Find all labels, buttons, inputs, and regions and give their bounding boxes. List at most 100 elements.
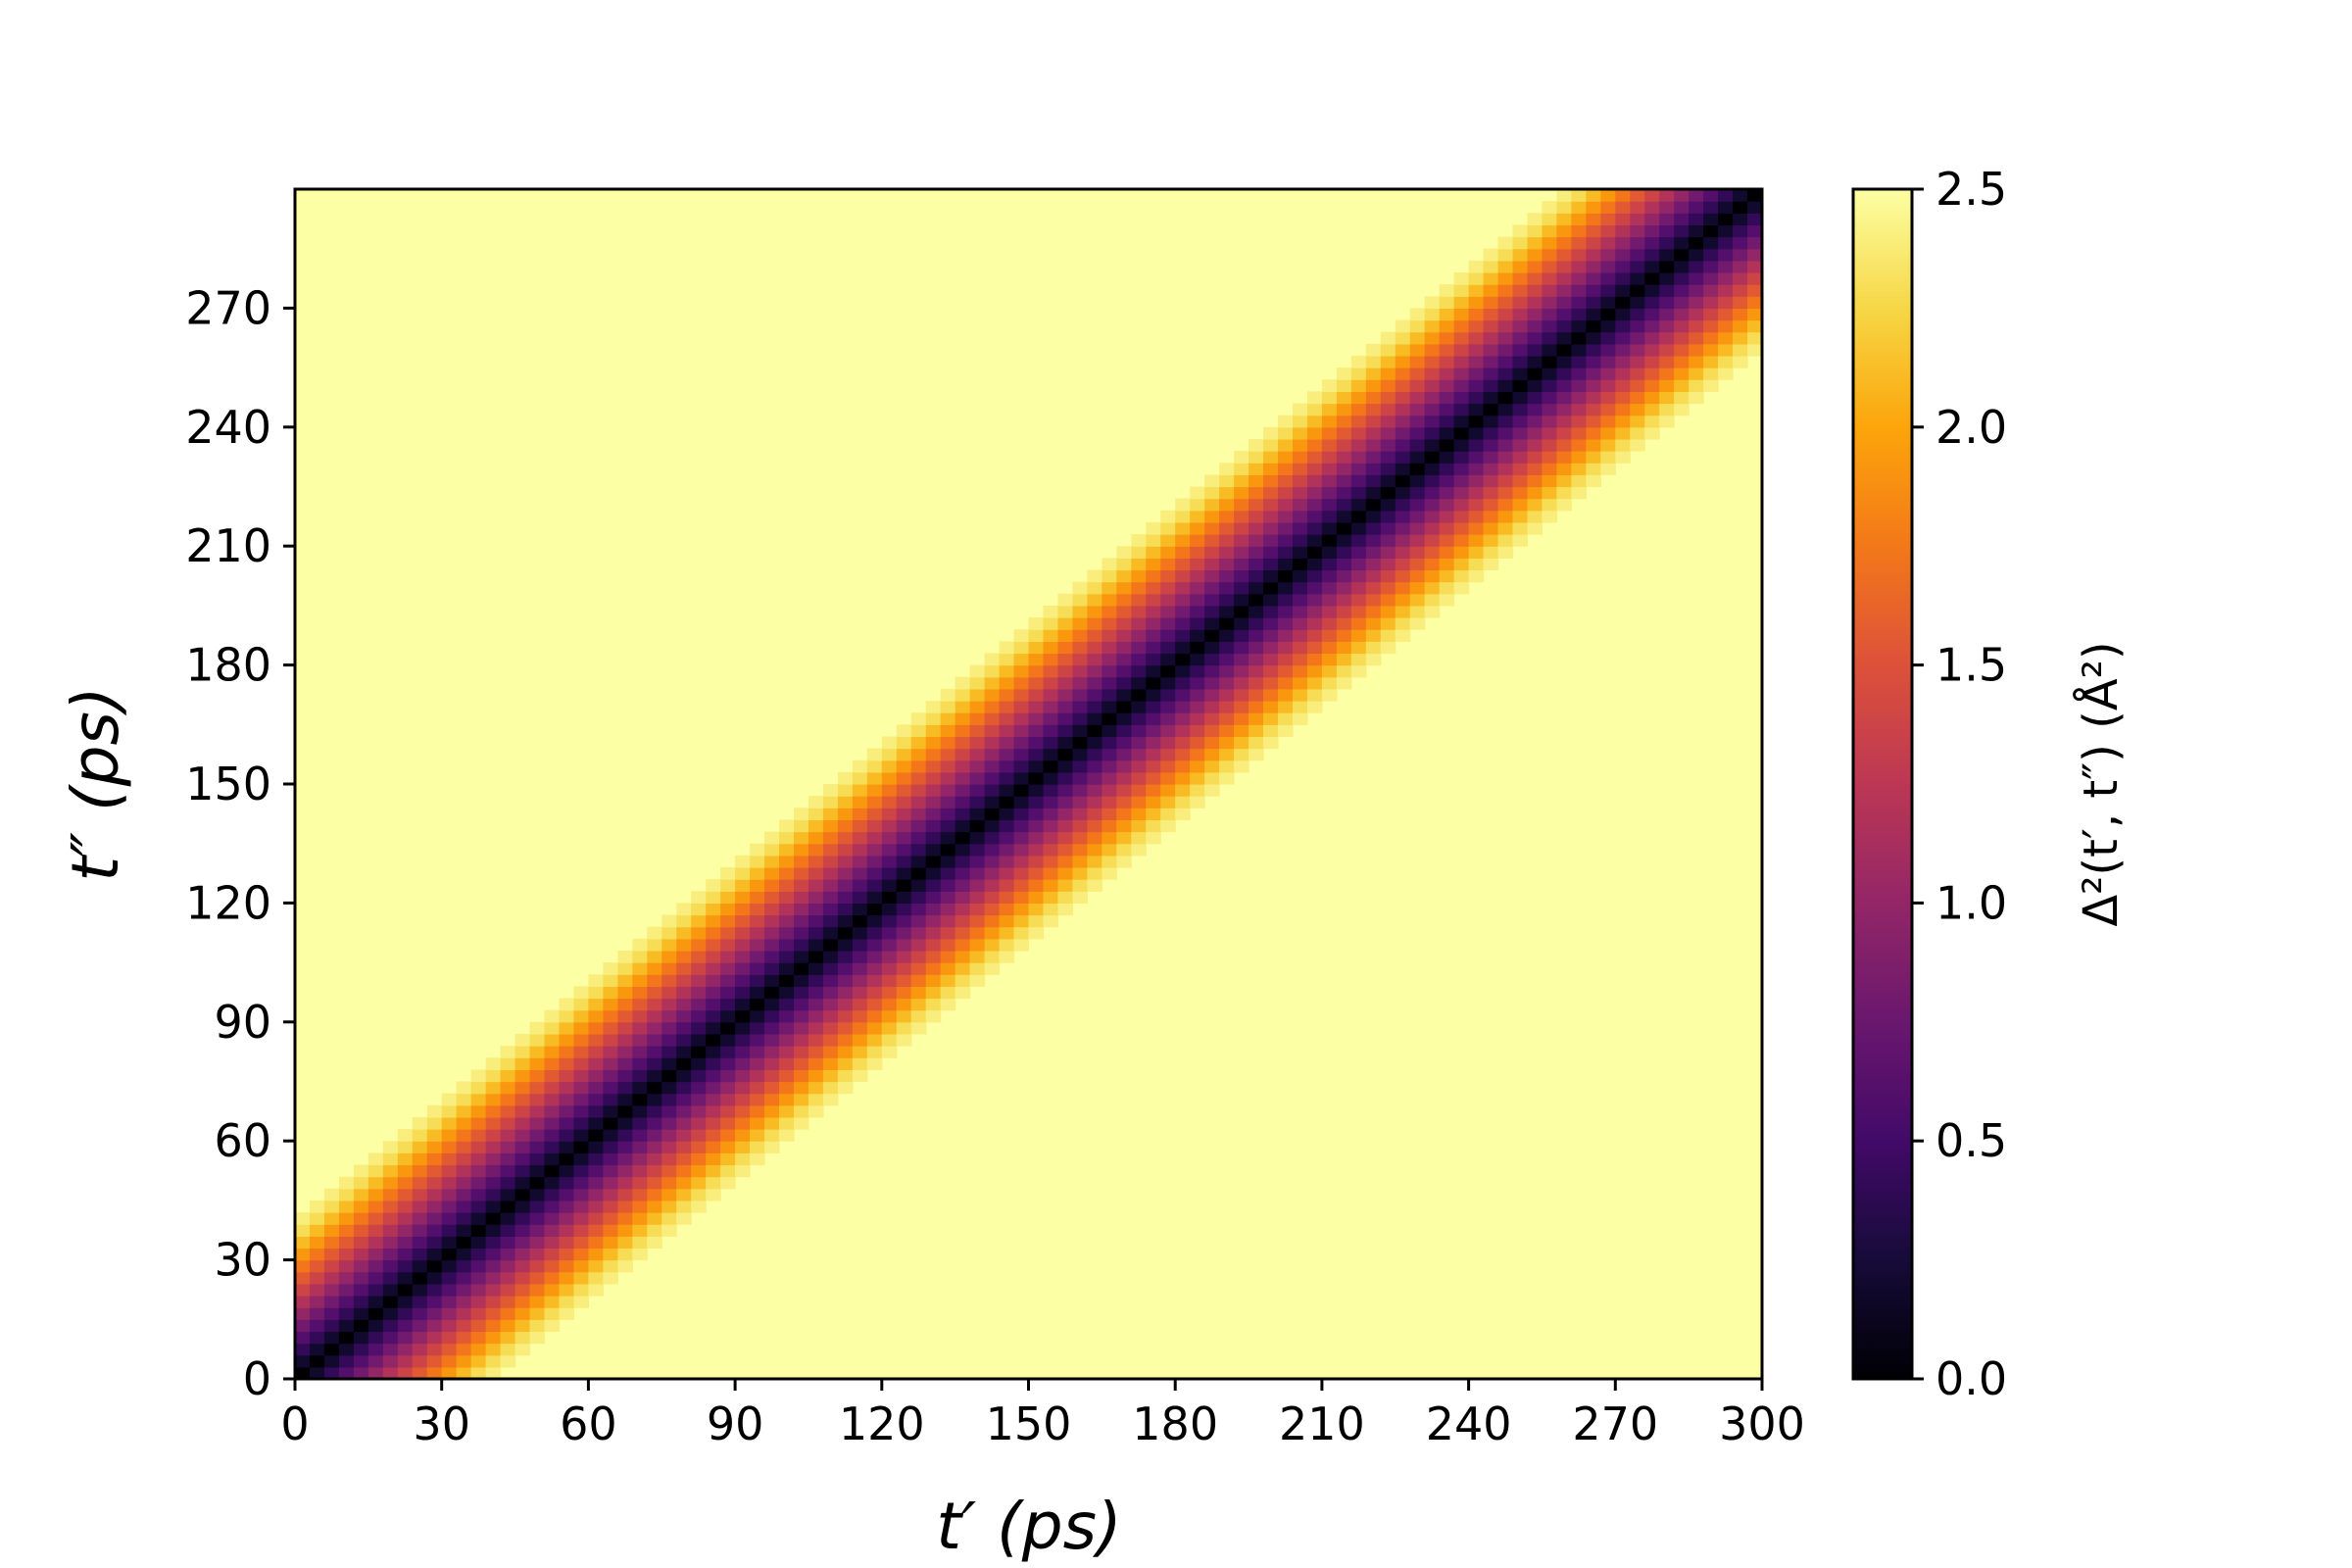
heatmap-cell <box>1630 260 1645 273</box>
heatmap-cell <box>1512 463 1529 475</box>
heatmap-cell <box>969 771 986 785</box>
heatmap-cell <box>940 891 956 904</box>
heatmap-cell <box>1234 664 1250 678</box>
heatmap-cell <box>1190 688 1205 702</box>
heatmap-cell <box>1219 641 1235 655</box>
heatmap-cell <box>1600 213 1616 226</box>
heatmap-cell <box>1263 451 1279 464</box>
heatmap-cell <box>1131 688 1147 702</box>
heatmap-cell <box>764 950 780 963</box>
heatmap-cell <box>456 1164 472 1178</box>
heatmap-cell <box>925 701 942 713</box>
heatmap-cell <box>866 903 883 916</box>
heatmap-cell <box>1131 581 1147 595</box>
heatmap-cell <box>588 1009 604 1023</box>
heatmap-cell <box>323 1259 340 1273</box>
heatmap-cell <box>1146 569 1161 583</box>
heatmap-cell <box>852 891 868 904</box>
heatmap-cell <box>662 962 677 975</box>
heatmap-cell <box>808 796 824 808</box>
heatmap-cell <box>485 1343 502 1356</box>
heatmap-cell <box>323 1248 340 1261</box>
heatmap-cell <box>588 986 604 1000</box>
heatmap-cell <box>881 986 898 1000</box>
heatmap-cell <box>1131 760 1147 773</box>
heatmap-cell <box>910 736 927 750</box>
heatmap-cell <box>1483 319 1499 333</box>
heatmap-cell <box>1453 331 1470 345</box>
heatmap-cell <box>588 1057 604 1070</box>
heatmap-cell <box>368 1331 384 1345</box>
heatmap-cell <box>1204 546 1220 559</box>
heatmap-cell <box>544 1319 561 1333</box>
heatmap-cell <box>1483 438 1499 452</box>
colorbar-tick-label: 0.0 <box>1936 1352 2007 1405</box>
heatmap-cell <box>544 1057 561 1070</box>
heatmap-cell <box>1277 498 1294 512</box>
heatmap-cell <box>1630 296 1645 309</box>
heatmap-cell <box>323 1319 340 1333</box>
heatmap-cell <box>1028 641 1045 655</box>
heatmap-cell <box>1439 391 1455 405</box>
heatmap-cell <box>353 1354 369 1368</box>
heatmap-cell <box>426 1152 443 1166</box>
heatmap-cell <box>559 1188 575 1201</box>
heatmap-cell <box>485 1176 502 1190</box>
heatmap-cell <box>647 1081 662 1095</box>
heatmap-cell <box>470 1129 487 1142</box>
heatmap-cell <box>1453 438 1470 452</box>
heatmap-cell <box>720 891 736 904</box>
heatmap-cell <box>1013 629 1030 642</box>
heatmap-cell <box>706 1129 721 1142</box>
heatmap-cell <box>1249 676 1264 690</box>
heatmap-cell <box>750 1009 765 1023</box>
heatmap-cell <box>1659 284 1675 297</box>
heatmap-cell <box>969 843 986 857</box>
heatmap-cell <box>1571 224 1587 238</box>
heatmap-cell <box>573 1212 589 1225</box>
heatmap-cell <box>323 1271 340 1285</box>
heatmap-cell <box>441 1259 458 1273</box>
heatmap-cell <box>852 831 868 845</box>
heatmap-cell <box>881 855 898 868</box>
heatmap-cell <box>676 1033 692 1047</box>
heatmap-cell <box>1087 736 1102 750</box>
heatmap-cell <box>1659 271 1675 285</box>
heatmap-cell <box>1512 248 1529 262</box>
heatmap-cell <box>706 879 721 892</box>
heatmap-cell <box>1146 712 1161 725</box>
heatmap-cell <box>441 1152 458 1166</box>
heatmap-cell <box>662 1033 677 1047</box>
heatmap-cell <box>1175 808 1191 821</box>
heatmap-cell <box>1718 260 1734 273</box>
heatmap-cell <box>735 974 751 987</box>
heatmap-cell <box>1160 581 1176 595</box>
heatmap-cell <box>323 1296 340 1308</box>
heatmap-cell <box>1350 605 1367 618</box>
heatmap-cell <box>1292 534 1308 547</box>
heatmap-cell <box>1306 463 1323 475</box>
heatmap-cell <box>676 903 692 916</box>
heatmap-cell <box>1659 296 1675 309</box>
heatmap-cell <box>764 938 780 952</box>
heatmap-cell <box>309 1343 325 1356</box>
heatmap-cell <box>1380 426 1396 440</box>
heatmap-cell <box>397 1271 414 1285</box>
heatmap-cell <box>969 879 986 892</box>
heatmap-cell <box>1674 189 1690 202</box>
heatmap-cell <box>1292 701 1308 713</box>
heatmap-cell <box>500 1212 516 1225</box>
heatmap-cell <box>1586 343 1601 357</box>
heatmap-cell <box>1674 391 1690 405</box>
heatmap-cell <box>1409 486 1426 500</box>
heatmap-cell <box>1146 819 1161 833</box>
heatmap-cell <box>1249 521 1264 535</box>
y-tick-label: 270 <box>185 281 271 334</box>
heatmap-cell <box>529 1141 546 1153</box>
heatmap-cell <box>617 1224 633 1237</box>
heatmap-cell <box>1497 260 1514 273</box>
heatmap-cell <box>706 1093 721 1106</box>
heatmap-cell <box>808 1104 824 1118</box>
heatmap-cell <box>735 1046 751 1058</box>
heatmap-cell <box>588 1224 604 1237</box>
